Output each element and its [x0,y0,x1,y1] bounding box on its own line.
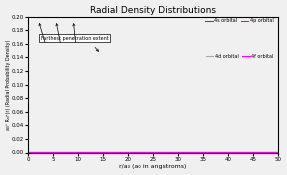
Legend: 4d orbital, 4f orbital: 4d orbital, 4f orbital [204,52,276,61]
Title: Radial Density Distributions: Radial Density Distributions [90,6,216,15]
Y-axis label: a₀³ Rₙₗ²(r) (Radial Probability Density): a₀³ Rₙₗ²(r) (Radial Probability Density) [5,39,11,130]
Text: Farthest penetration extent: Farthest penetration extent [41,36,108,41]
X-axis label: r/a₀ (a₀ in angstroms): r/a₀ (a₀ in angstroms) [119,164,187,169]
